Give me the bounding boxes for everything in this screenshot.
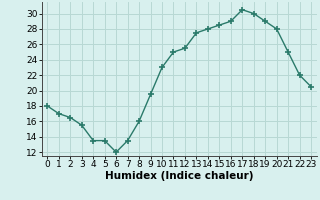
X-axis label: Humidex (Indice chaleur): Humidex (Indice chaleur) — [105, 171, 253, 181]
